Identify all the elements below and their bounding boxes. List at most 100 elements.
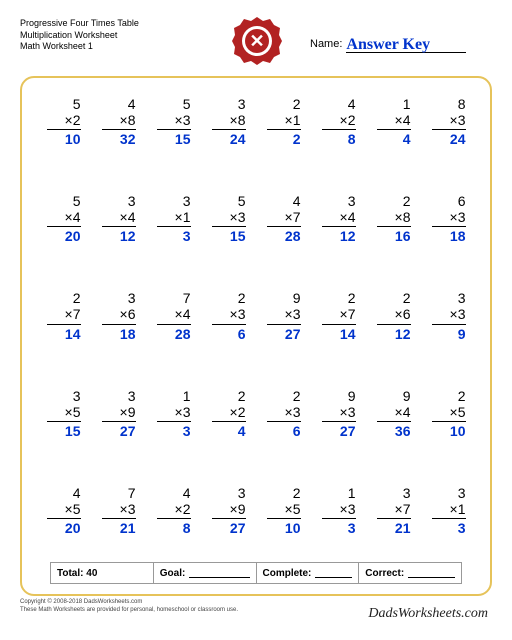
multiplier: ×7	[47, 306, 81, 324]
multiplicand: 3	[377, 485, 411, 501]
problem: 5×420	[47, 193, 81, 270]
problem: 3×13	[157, 193, 191, 270]
multiplier: ×1	[267, 112, 301, 130]
multiplier: ×4	[102, 209, 136, 227]
total-label: Total:	[57, 568, 83, 579]
answer: 32	[102, 130, 136, 147]
problem: 9×327	[267, 290, 301, 367]
total-cell: Total: 40	[51, 563, 154, 583]
title-block: Progressive Four Times Table Multiplicat…	[20, 18, 200, 53]
complete-cell: Complete:	[257, 563, 360, 583]
answer: 6	[212, 325, 246, 342]
multiplier: ×4	[157, 306, 191, 324]
multiplicand: 3	[102, 290, 136, 306]
multiplicand: 2	[212, 290, 246, 306]
multiplicand: 3	[47, 388, 81, 404]
answer: 14	[322, 325, 356, 342]
problem: 7×321	[102, 485, 136, 562]
multiplicand: 5	[157, 96, 191, 112]
multiplier: ×2	[157, 501, 191, 519]
multiplier: ×3	[432, 112, 466, 130]
multiplier: ×3	[432, 209, 466, 227]
answer: 16	[377, 227, 411, 244]
answer: 6	[267, 422, 301, 439]
problem: 7×428	[157, 290, 191, 367]
problem: 2×36	[267, 388, 301, 465]
multiplicand: 4	[157, 485, 191, 501]
multiplicand: 9	[322, 388, 356, 404]
correct-blank	[408, 568, 455, 578]
problem: 2×510	[432, 388, 466, 465]
multiplicand: 3	[432, 485, 466, 501]
multiplier: ×3	[267, 404, 301, 422]
problem: 4×28	[157, 485, 191, 562]
title-line-2: Multiplication Worksheet	[20, 30, 200, 42]
answer: 10	[267, 519, 301, 536]
problem: 3×927	[102, 388, 136, 465]
multiplier: ×8	[377, 209, 411, 227]
answer: 27	[267, 325, 301, 342]
summary-row: Total: 40 Goal: Complete: Correct:	[50, 562, 462, 584]
problem: 1×33	[322, 485, 356, 562]
multiplicand: 4	[267, 193, 301, 209]
problem: 2×714	[322, 290, 356, 367]
answer: 28	[267, 227, 301, 244]
answer: 10	[47, 130, 81, 147]
multiplicand: 5	[47, 96, 81, 112]
multiplier: ×5	[267, 501, 301, 519]
multiplicand: 4	[102, 96, 136, 112]
answer: 9	[432, 325, 466, 342]
answer: 18	[432, 227, 466, 244]
answer: 27	[102, 422, 136, 439]
multiplier: ×8	[212, 112, 246, 130]
problem: 4×520	[47, 485, 81, 562]
problem: 3×927	[212, 485, 246, 562]
problem: 9×436	[377, 388, 411, 465]
problem: 3×721	[377, 485, 411, 562]
answer: 10	[432, 422, 466, 439]
multiplier: ×4	[377, 404, 411, 422]
multiplier: ×1	[157, 209, 191, 227]
multiplicand: 2	[377, 193, 411, 209]
multiplicand: 2	[267, 96, 301, 112]
problem: 3×515	[47, 388, 81, 465]
problem: 6×318	[432, 193, 466, 270]
multiplier: ×3	[322, 404, 356, 422]
answer: 3	[157, 422, 191, 439]
multiplier: ×3	[212, 306, 246, 324]
multiplicand: 1	[377, 96, 411, 112]
answer: 15	[212, 227, 246, 244]
multiplicand: 4	[322, 96, 356, 112]
answer: 21	[102, 519, 136, 536]
answer: 4	[212, 422, 246, 439]
multiplicand: 2	[212, 388, 246, 404]
problems-grid: 5×2104×8325×3153×8242×124×281×448×3245×4…	[40, 96, 472, 562]
header: Progressive Four Times Table Multiplicat…	[20, 18, 492, 74]
multiplicand: 1	[322, 485, 356, 501]
problem: 4×728	[267, 193, 301, 270]
goal-blank	[189, 568, 249, 578]
multiplier: ×7	[322, 306, 356, 324]
answer: 20	[47, 519, 81, 536]
multiplicand: 5	[212, 193, 246, 209]
multiplier: ×6	[102, 306, 136, 324]
multiplier: ×2	[47, 112, 81, 130]
answer: 28	[157, 325, 191, 342]
problem: 2×12	[267, 96, 301, 173]
multiplier: ×5	[47, 501, 81, 519]
multiplicand: 3	[102, 193, 136, 209]
name-field: Name: Answer Key	[310, 34, 466, 53]
multiplicand: 3	[212, 96, 246, 112]
complete-label: Complete:	[263, 568, 312, 579]
multiplier: ×3	[157, 112, 191, 130]
multiplicand: 9	[377, 388, 411, 404]
multiplier: ×7	[267, 209, 301, 227]
problem: 3×39	[432, 290, 466, 367]
multiplier: ×8	[102, 112, 136, 130]
multiplicand: 2	[322, 290, 356, 306]
problem: 2×816	[377, 193, 411, 270]
name-line: Answer Key	[346, 34, 466, 53]
multiplier: ×2	[212, 404, 246, 422]
problem: 2×510	[267, 485, 301, 562]
problem: 3×412	[102, 193, 136, 270]
